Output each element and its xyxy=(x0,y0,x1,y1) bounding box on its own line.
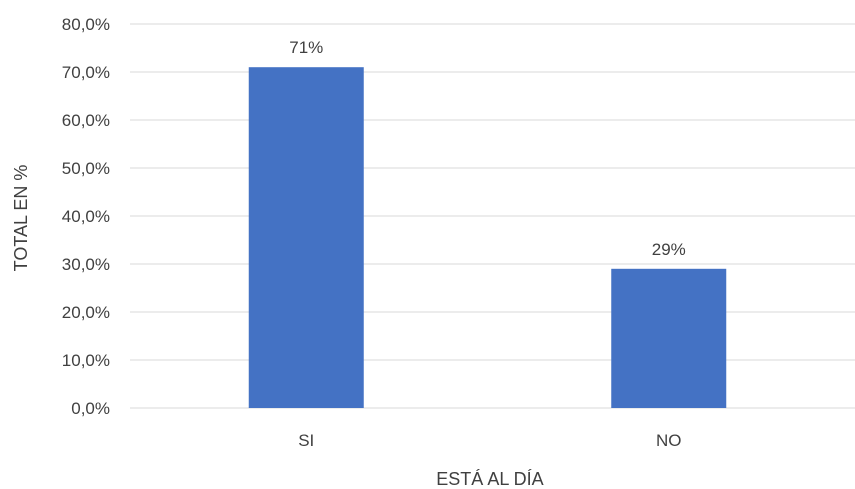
data-label: 29% xyxy=(652,240,686,259)
x-axis-categories: SI NO xyxy=(298,431,681,450)
y-tick-label: 10,0% xyxy=(62,351,110,370)
data-labels: 71% 29% xyxy=(289,38,686,259)
bars xyxy=(248,67,727,408)
y-tick-label: 70,0% xyxy=(62,63,110,82)
y-tick-label: 20,0% xyxy=(62,303,110,322)
x-tick-label: SI xyxy=(298,431,314,450)
y-tick-label: 80,0% xyxy=(62,15,110,34)
gridlines xyxy=(130,23,855,409)
y-tick-label: 30,0% xyxy=(62,255,110,274)
y-tick-label: 50,0% xyxy=(62,159,110,178)
x-tick-label: NO xyxy=(656,431,682,450)
data-label: 71% xyxy=(289,38,323,57)
bar-si xyxy=(248,67,364,408)
x-axis-title: ESTÁ AL DÍA xyxy=(436,469,543,489)
bar-no xyxy=(611,268,727,408)
y-axis-ticks: 0,0% 10,0% 20,0% 30,0% 40,0% 50,0% 60,0% 70,0% 8… xyxy=(62,15,110,418)
y-tick-label: 40,0% xyxy=(62,207,110,226)
y-axis-title: TOTAL EN % xyxy=(11,165,31,272)
y-tick-label: 60,0% xyxy=(62,111,110,130)
y-tick-label: 0,0% xyxy=(71,399,110,418)
